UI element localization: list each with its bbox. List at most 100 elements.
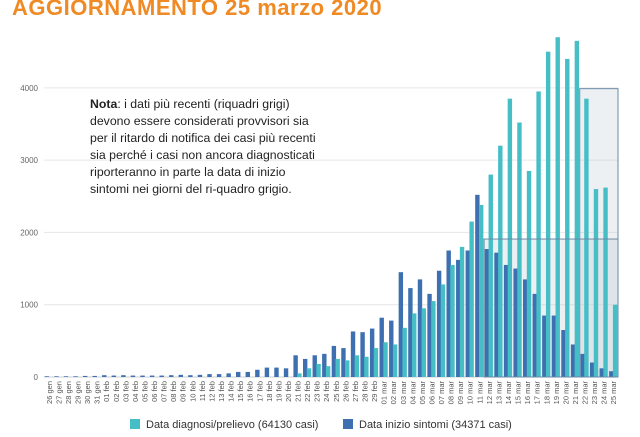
bar-sintomi xyxy=(178,374,184,377)
bar-sintomi xyxy=(446,250,451,377)
x-tick-label: 13 mar xyxy=(494,380,503,404)
bar-sintomi xyxy=(484,249,490,377)
x-tick-label: 26 gen xyxy=(45,381,54,404)
x-tick-label: 25 mar xyxy=(609,380,618,404)
bar-sintomi xyxy=(551,315,557,377)
bar-sintomi xyxy=(475,194,480,377)
bar-diagnosi xyxy=(593,189,599,377)
y-axis-ticks: 0 1000 2000 3000 4000 xyxy=(20,84,38,382)
bar-sintomi xyxy=(188,375,193,377)
bar-diagnosi xyxy=(459,246,465,377)
x-tick-label: 01 mar xyxy=(380,380,389,404)
bar-sintomi xyxy=(436,270,442,377)
bar-diagnosi xyxy=(488,174,493,377)
bar-sintomi xyxy=(293,355,298,377)
x-tick-label: 29 gen xyxy=(73,381,82,404)
bar-sintomi xyxy=(73,376,78,377)
bar-sintomi xyxy=(427,293,432,377)
x-tick-label: 09 mar xyxy=(456,380,465,404)
x-tick-label: 03 mar xyxy=(399,380,408,404)
bar-sintomi xyxy=(130,375,136,377)
x-tick-label: 05 mar xyxy=(418,380,427,404)
x-tick-label: 29 feb xyxy=(370,381,379,402)
bar-sintomi xyxy=(149,375,155,377)
bar-sintomi xyxy=(609,371,614,377)
bar-diagnosi xyxy=(383,342,388,377)
bar-sintomi xyxy=(369,328,375,377)
x-tick-label: 20 feb xyxy=(284,381,293,402)
x-tick-label: 27 feb xyxy=(351,381,360,402)
bar-sintomi xyxy=(389,320,394,377)
y-tick-label: 3000 xyxy=(20,156,38,165)
x-tick-label: 10 mar xyxy=(466,380,475,404)
bar-diagnosi xyxy=(565,58,570,378)
bar-sintomi xyxy=(121,375,126,377)
x-tick-label: 16 mar xyxy=(523,380,532,404)
x-tick-label: 05 feb xyxy=(140,381,149,402)
bar-sintomi xyxy=(341,348,346,377)
bar-sintomi xyxy=(236,371,241,377)
bar-sintomi xyxy=(542,315,547,377)
bar-diagnosi xyxy=(373,348,379,377)
y-tick-label: 4000 xyxy=(20,84,38,93)
x-tick-label: 04 mar xyxy=(408,380,417,404)
x-tick-label: 14 feb xyxy=(227,381,236,402)
bar-sintomi xyxy=(513,268,518,377)
bar-sintomi xyxy=(159,375,164,377)
bar-diagnosi xyxy=(306,368,312,377)
bar-diagnosi xyxy=(498,145,503,377)
bar-sintomi xyxy=(523,279,528,377)
bar-sintomi xyxy=(331,345,337,377)
bar-sintomi xyxy=(226,373,231,377)
x-tick-label: 15 feb xyxy=(236,381,245,402)
x-tick-label: 01 feb xyxy=(102,381,111,402)
bar-sintomi xyxy=(408,288,413,377)
legend-swatch-diagnosi xyxy=(130,419,140,429)
page-title: AGGIORNAMENTO 25 marzo 2020 xyxy=(12,0,383,20)
bar-diagnosi xyxy=(545,51,551,377)
x-tick-label: 08 mar xyxy=(447,380,456,404)
bar-sintomi xyxy=(322,353,327,377)
bar-sintomi xyxy=(63,376,69,377)
bar-diagnosi xyxy=(517,122,522,378)
x-tick-label: 06 mar xyxy=(427,380,436,404)
x-tick-label: 21 mar xyxy=(571,380,580,404)
bar-diagnosi xyxy=(507,98,513,377)
y-tick-label: 1000 xyxy=(20,301,38,310)
bar-sintomi xyxy=(561,330,566,377)
note-text: : i dati più recenti (riquadri grigi) de… xyxy=(90,97,316,196)
bar-diagnosi xyxy=(440,284,446,377)
bar-sintomi xyxy=(465,250,471,377)
bar-diagnosi xyxy=(555,37,560,378)
bar-diagnosi xyxy=(526,170,532,377)
grey-box-outlines xyxy=(483,88,619,378)
y-tick-label: 0 xyxy=(34,373,39,382)
bar-sintomi xyxy=(216,374,222,377)
bar-diagnosi xyxy=(478,204,484,377)
bar-sintomi xyxy=(92,375,97,377)
bar-sintomi xyxy=(169,375,174,377)
x-tick-label: 25 feb xyxy=(332,381,341,402)
bar-diagnosi xyxy=(297,373,302,377)
bar-sintomi xyxy=(398,272,404,377)
bar-sintomi xyxy=(207,374,212,377)
x-tick-label: 09 feb xyxy=(179,381,188,402)
x-tick-label: 19 mar xyxy=(552,380,561,404)
chart-note: Nota: i dati più recenti (riquadri grigi… xyxy=(90,96,320,198)
x-tick-label: 26 feb xyxy=(341,381,350,402)
legend-label-sintomi: Data inizio sintomi (34371 casi) xyxy=(359,419,512,431)
x-tick-label: 10 feb xyxy=(188,381,197,402)
x-tick-label: 12 mar xyxy=(485,380,494,404)
x-tick-label: 22 feb xyxy=(303,381,312,402)
x-tick-label: 24 feb xyxy=(322,381,331,402)
legend-item-sintomi: Data inizio sintomi (34371 casi) xyxy=(343,419,512,431)
bar-sintomi xyxy=(360,332,365,377)
x-tick-label: 31 gen xyxy=(93,381,102,404)
bar-sintomi xyxy=(111,375,117,377)
bar-sintomi xyxy=(532,293,537,377)
bar-sintomi xyxy=(417,279,423,377)
bar-diagnosi xyxy=(412,313,417,377)
bar-diagnosi xyxy=(574,40,580,377)
x-tick-label: 16 feb xyxy=(246,381,255,402)
